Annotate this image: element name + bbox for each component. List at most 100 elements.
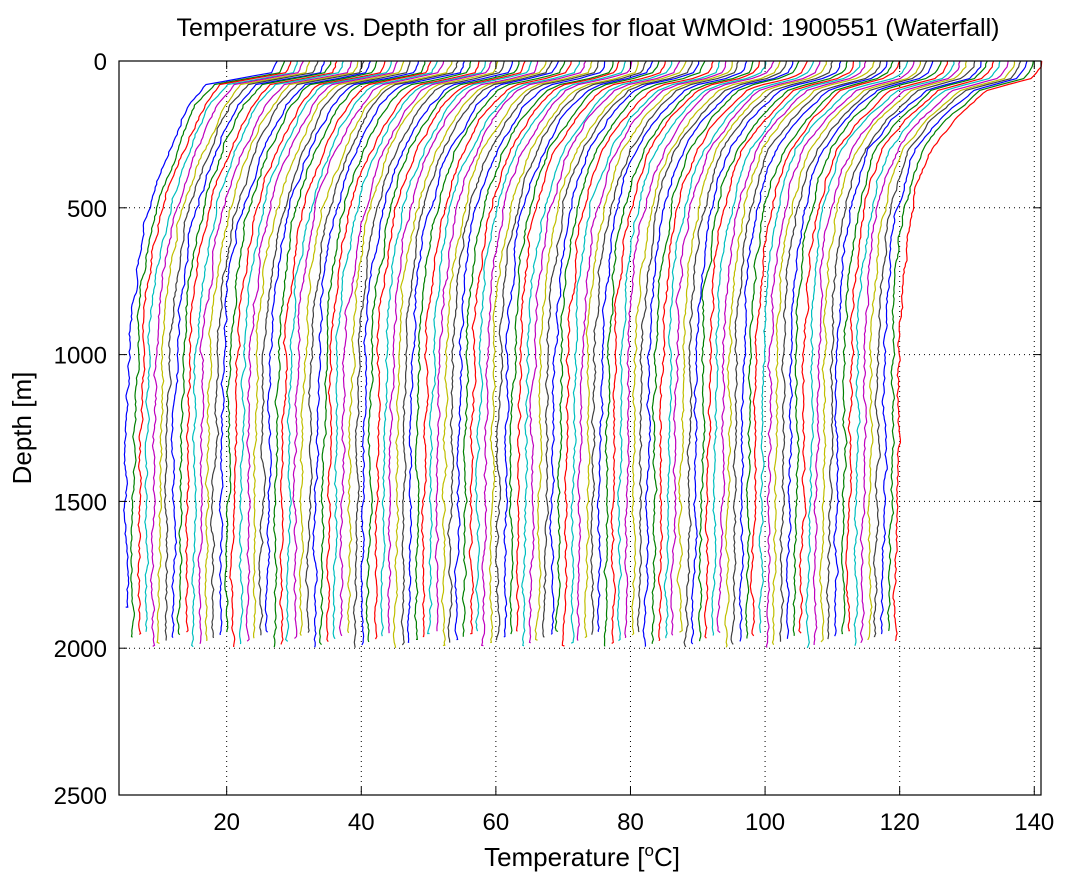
profile-line-41	[392, 60, 547, 649]
profile-line-51	[461, 61, 614, 637]
x-axis-label-suffix: C]	[654, 842, 680, 872]
profile-line-77	[636, 60, 788, 633]
profile-line-44	[413, 60, 566, 641]
profile-line-13	[204, 60, 359, 641]
profile-line-35	[352, 60, 505, 648]
profile-line-59	[515, 60, 666, 632]
profile-line-26	[292, 60, 445, 639]
profile-line-113	[879, 60, 1028, 635]
profile-line-92	[738, 60, 888, 642]
profile-line-11	[191, 60, 344, 648]
profile-line-101	[798, 60, 949, 634]
profile-line-110	[859, 60, 1009, 643]
profile-line-38	[373, 60, 526, 640]
profile-line-20	[252, 60, 405, 639]
y-tick-label: 0	[94, 49, 107, 76]
profile-line-43	[406, 60, 560, 643]
profile-line-31	[325, 60, 480, 642]
profile-line-7	[163, 60, 319, 641]
profile-line-56	[494, 60, 647, 641]
y-tick-label: 2000	[54, 636, 107, 663]
y-tick-label: 2500	[54, 783, 107, 810]
profile-line-57	[503, 60, 654, 638]
profile-line-99	[785, 60, 934, 639]
plot-frame	[118, 60, 1042, 796]
profile-line-46	[426, 60, 581, 635]
profile-line-32	[332, 60, 486, 640]
profile-line-90	[724, 60, 875, 648]
profile-line-112	[872, 60, 1022, 638]
profile-line-9	[176, 61, 332, 636]
profile-line-36	[360, 60, 514, 646]
profile-line-21	[258, 60, 411, 636]
x-axis-label: Temperature [oC]	[484, 841, 680, 872]
profile-line-16	[224, 60, 378, 633]
profile-line-15	[218, 60, 372, 636]
profile-line-65	[554, 60, 706, 633]
profile-line-106	[833, 60, 982, 637]
profile-line-71	[596, 60, 748, 632]
profile-line-40	[387, 60, 539, 634]
profile-line-85	[690, 60, 842, 645]
profile-line-73	[610, 60, 760, 644]
profile-line-115	[892, 60, 1043, 642]
profile-line-8	[170, 60, 325, 638]
tick-layer: 20 40 60 80 100 120 140 0 500 1000 1500 2000 2500	[54, 49, 1055, 836]
profile-line-70	[590, 60, 740, 635]
profile-line-74	[616, 60, 767, 642]
profile-line-25	[284, 60, 438, 642]
profile-line-81	[663, 60, 815, 639]
profile-line-76	[631, 60, 781, 636]
profile-line-89	[716, 60, 867, 634]
profile-line-52	[468, 60, 620, 635]
profile-line-6	[156, 60, 311, 645]
profile-line-48	[440, 60, 593, 646]
y-axis-label: Depth [m]	[7, 372, 37, 485]
profile-line-1	[123, 60, 278, 608]
profile-line-114	[886, 60, 1034, 632]
y-tick-label: 1000	[54, 343, 107, 370]
profile-line-47	[434, 60, 587, 632]
profile-line-111	[867, 60, 1016, 641]
profile-line-94	[749, 60, 901, 637]
chart-title: Temperature vs. Depth for all profiles f…	[176, 14, 999, 42]
x-axis-label-degree: o	[644, 841, 653, 860]
profile-line-96	[765, 60, 915, 648]
profile-line-33	[338, 60, 493, 637]
profile-line-39	[380, 60, 533, 637]
profile-line-84	[683, 60, 834, 648]
profile-line-93	[745, 60, 894, 639]
profile-line-108	[845, 60, 995, 632]
profile-line-50	[453, 60, 606, 641]
x-tick-label: 120	[880, 809, 920, 836]
profile-line-2	[130, 60, 286, 638]
profile-line-55	[488, 61, 639, 644]
profile-line-53	[474, 60, 627, 632]
profile-line-3	[136, 60, 292, 635]
profile-line-19	[245, 60, 399, 642]
profile-line-79	[651, 60, 800, 644]
x-tick-label: 60	[483, 809, 510, 836]
x-axis-label-prefix: Temperature [	[484, 842, 645, 872]
profile-line-72	[603, 60, 754, 647]
grid-layer	[119, 61, 1041, 795]
profile-line-75	[624, 60, 775, 639]
profile-line-5	[149, 60, 305, 647]
profile-line-66	[561, 60, 714, 647]
profile-line-49	[447, 60, 599, 643]
profile-line-82	[670, 60, 821, 636]
profile-line-34	[346, 60, 499, 634]
profile-line-86	[697, 60, 848, 642]
profile-line-97	[771, 61, 922, 645]
profile-line-68	[576, 60, 727, 641]
profile-line-67	[570, 60, 721, 644]
profile-line-24	[279, 60, 432, 645]
profile-line-22	[264, 60, 420, 633]
x-tick-label: 100	[745, 809, 785, 836]
profile-line-104	[819, 60, 967, 643]
profile-line-100	[792, 60, 942, 636]
series-layer	[123, 60, 1043, 649]
profile-line-28	[304, 60, 459, 633]
profile-line-10	[184, 60, 338, 633]
